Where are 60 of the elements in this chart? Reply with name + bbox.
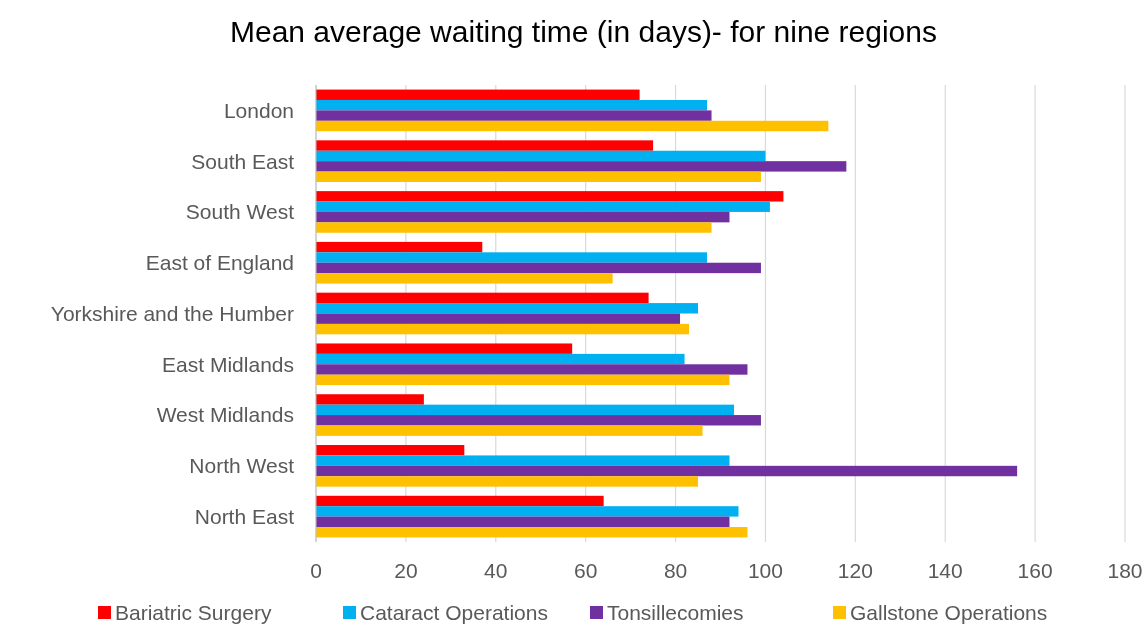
bar [316, 404, 734, 416]
bar [316, 89, 640, 100]
bar [316, 150, 766, 162]
bar [316, 374, 730, 386]
bar [316, 476, 699, 487]
bar [316, 140, 654, 151]
x-tick-label: 160 [1017, 559, 1053, 582]
bar [316, 343, 573, 354]
bar [316, 303, 699, 314]
bar [316, 292, 649, 304]
y-tick-label: North West [189, 454, 295, 478]
bar [316, 495, 604, 507]
bar [316, 313, 681, 324]
y-tick-label: South West [185, 200, 295, 224]
bar [316, 353, 685, 365]
bar [316, 241, 483, 253]
x-tick-label: 140 [927, 559, 963, 582]
bar [316, 527, 748, 538]
legend-label: Bariatric Surgery [115, 601, 272, 624]
bar [316, 211, 730, 223]
y-tick-label: Yorkshire and the Humber [50, 301, 294, 325]
x-tick-label: 100 [747, 559, 783, 582]
y-tick-label: North East [194, 504, 295, 528]
bar [316, 273, 613, 284]
y-tick-label: South East [191, 149, 295, 173]
bar [316, 99, 708, 111]
bar [316, 415, 761, 426]
legend-label: Cataract Operations [360, 601, 548, 624]
y-tick-label: East of England [145, 251, 294, 275]
y-tick-label: East Midlands [162, 352, 294, 376]
bar [316, 222, 712, 233]
bar [316, 506, 739, 517]
bar [316, 445, 465, 456]
bar [316, 191, 784, 202]
x-tick-label: 180 [1107, 559, 1143, 582]
bar [316, 171, 761, 182]
bar [316, 252, 708, 263]
bar [316, 201, 770, 212]
x-tick-label: 60 [573, 559, 598, 582]
y-tick-label: West Midlands [156, 403, 294, 427]
bar [316, 465, 1018, 477]
x-tick-label: 0 [310, 559, 322, 582]
bar [316, 161, 847, 172]
bar [316, 364, 748, 375]
x-tick-label: 40 [484, 559, 508, 582]
y-tick-label: London [223, 98, 294, 122]
chart-title: Mean average waiting time (in days)- for nine regions [229, 15, 938, 48]
bar [316, 120, 829, 132]
x-tick-label: 20 [394, 559, 418, 582]
bar [316, 455, 730, 466]
bar [316, 323, 690, 335]
x-tick-label: 120 [837, 559, 873, 582]
bar [316, 262, 761, 274]
bar [316, 394, 424, 405]
x-tick-label: 80 [663, 559, 688, 582]
legend-label: Gallstone Operations [850, 601, 1048, 624]
legend-label: Tonsillecomies [607, 601, 744, 624]
bar [316, 516, 730, 528]
bar [316, 425, 703, 436]
bar [316, 110, 712, 121]
